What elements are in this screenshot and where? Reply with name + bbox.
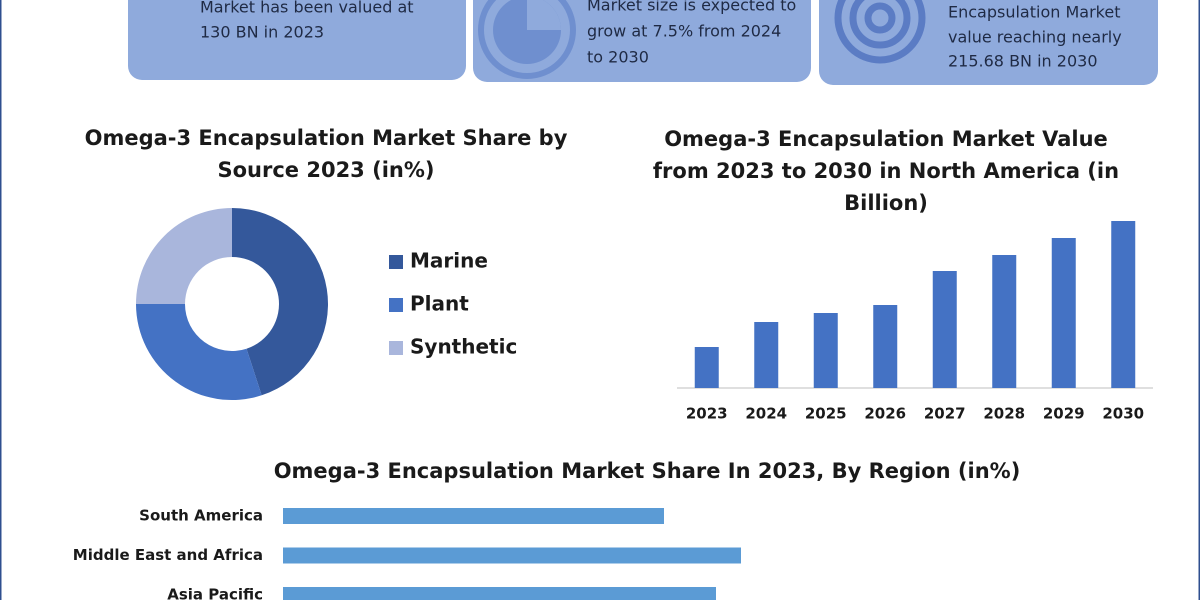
bar — [932, 271, 957, 388]
legend-swatch — [389, 255, 403, 269]
card-text: Market has been valued at — [200, 0, 414, 17]
legend-label: Marine — [410, 249, 488, 273]
legend-label: Synthetic — [410, 335, 517, 359]
bar — [283, 508, 664, 524]
pie-icon — [478, 0, 576, 79]
donut-slice — [136, 304, 262, 401]
y-tick-label: South America — [139, 507, 263, 525]
bar — [1111, 221, 1136, 388]
target-icon — [834, 0, 926, 64]
y-tick-label: Asia Pacific — [167, 586, 263, 600]
legend-swatch — [389, 298, 403, 312]
chart-title: Billion) — [844, 191, 928, 215]
x-tick-label: 2030 — [1102, 405, 1144, 423]
bar — [992, 255, 1017, 388]
donut-slice — [136, 208, 232, 304]
card-text: to 2030 — [587, 48, 649, 67]
chart-title: Source 2023 (in%) — [217, 158, 434, 182]
bar — [873, 305, 898, 388]
bar — [813, 313, 838, 388]
card-text: Market size is expected to — [587, 0, 796, 15]
legend-swatch — [389, 341, 403, 355]
x-tick-label: 2029 — [1043, 405, 1085, 423]
x-tick-label: 2023 — [686, 405, 728, 423]
x-tick-label: 2028 — [983, 405, 1025, 423]
x-tick-label: 2027 — [924, 405, 966, 423]
donut-slice — [232, 208, 329, 396]
bar — [283, 547, 741, 564]
bar — [694, 347, 719, 388]
card-text: value reaching nearly — [948, 28, 1122, 47]
card-text: 215.68 BN in 2030 — [948, 52, 1098, 71]
card-text: Encapsulation Market — [948, 3, 1120, 22]
card-text: 130 BN in 2023 — [200, 23, 324, 42]
card-text: grow at 7.5% from 2024 — [587, 22, 781, 41]
chart-title: from 2023 to 2030 in North America (in — [653, 159, 1119, 183]
chart-title: Omega-3 Encapsulation Market Value — [664, 127, 1108, 151]
chart-title: Omega-3 Encapsulation Market Share by — [85, 126, 568, 150]
y-tick-label: Middle East and Africa — [73, 546, 263, 564]
bar — [283, 587, 716, 600]
x-tick-label: 2025 — [805, 405, 847, 423]
x-tick-label: 2024 — [745, 405, 787, 423]
legend-label: Plant — [410, 292, 469, 316]
chart-title: Omega-3 Encapsulation Market Share In 20… — [274, 459, 1021, 483]
x-tick-label: 2026 — [864, 405, 906, 423]
bar — [754, 322, 779, 388]
card — [128, 0, 466, 80]
bar — [1051, 238, 1076, 388]
